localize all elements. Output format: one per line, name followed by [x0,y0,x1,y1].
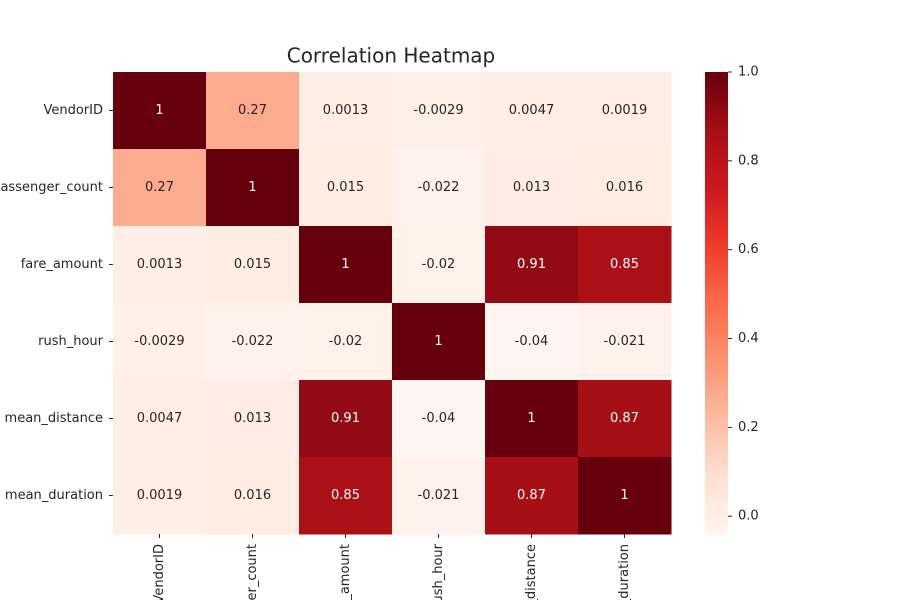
cell-label: 1 [248,180,256,195]
heatmap-cell [485,72,579,150]
cell-label: 0.87 [517,488,546,503]
heatmap-cell [206,149,300,227]
cell-label: -0.0029 [134,334,184,349]
cell-label: 1 [527,411,535,426]
cell-label: 1 [155,103,163,118]
y-tick-label: passenger_count [0,180,103,195]
y-tick-label: VendorID [43,103,103,118]
cell-label: -0.02 [329,334,363,349]
heatmap-cell [206,72,300,150]
cell-label: 0.016 [234,488,271,503]
colorbar-tick-label: 1.0 [738,65,759,80]
cell-label: 0.27 [145,180,174,195]
heatmap-cell [299,457,393,535]
cell-label: 0.87 [610,411,639,426]
heatmap-cell [578,72,672,150]
cell-label: 0.85 [610,257,639,272]
heatmap-cell [299,380,393,458]
cell-label: 0.0047 [137,411,183,426]
heatmap-cell [485,149,579,227]
heatmap-cell [206,380,300,458]
cell-label: -0.04 [515,334,549,349]
heatmap-cell [113,72,207,150]
cell-label: 0.013 [234,411,271,426]
cell-label: -0.021 [418,488,460,503]
heatmap-cell [485,457,579,535]
heatmap-cell [578,457,672,535]
cell-label: -0.021 [604,334,646,349]
heatmap-cell [113,457,207,535]
heatmap-cell [578,380,672,458]
x-tick-label: VendorID [152,544,167,600]
cell-label: 1 [434,334,442,349]
x-tick-label: mean_duration [617,544,632,600]
heatmap-cell [113,380,207,458]
cell-label: 0.0019 [602,103,648,118]
cell-label: 0.0019 [137,488,183,503]
heatmap-cell [299,149,393,227]
cell-label: -0.04 [422,411,456,426]
cell-label: -0.02 [422,257,456,272]
cell-label: 0.91 [517,257,546,272]
heatmap-cell [392,226,486,304]
heatmap-cell [299,72,393,150]
heatmap-cell [299,226,393,304]
colorbar-tick-label: 0.4 [738,331,759,346]
heatmap-cell [485,226,579,304]
cell-label: -0.022 [418,180,460,195]
colorbar-tick-label: 0.8 [738,153,759,168]
colorbar-tick-label: 0.6 [738,242,759,257]
heatmap-cell [392,149,486,227]
heatmap-cell [485,303,579,381]
heatmap-cell [392,303,486,381]
cell-label: 0.0047 [509,103,555,118]
heatmap-cell [578,226,672,304]
cell-label: 1 [341,257,349,272]
cell-label: -0.022 [232,334,274,349]
cell-label: 0.85 [331,488,360,503]
heatmap-cell [392,457,486,535]
cell-label: 0.0013 [137,257,183,272]
heatmap-cell [206,226,300,304]
colorbar [705,72,728,534]
heatmap-cell [392,72,486,150]
y-tick-label: mean_duration [5,488,103,503]
cell-label: 0.015 [327,180,364,195]
chart-title: Correlation Heatmap [287,44,496,68]
heatmap-cell [206,457,300,535]
cell-label: 0.015 [234,257,271,272]
heatmap-cell [113,149,207,227]
heatmap-cell [578,149,672,227]
x-tick-label: passenger_count [245,544,260,600]
y-tick-label: rush_hour [38,334,104,349]
cell-label: 0.013 [513,180,550,195]
y-tick-label: fare_amount [21,257,103,272]
cell-label: 1 [620,488,628,503]
heatmap-cell [578,303,672,381]
x-tick-label: fare_amount [338,544,353,600]
heatmap-cell [206,303,300,381]
heatmap-cell [485,380,579,458]
x-tick-label: rush_hour [431,543,446,600]
colorbar-tick-label: 0.0 [738,509,759,524]
y-tick-label: mean_distance [5,411,103,426]
cell-label: 0.0013 [323,103,369,118]
heatmap-cell [113,303,207,381]
cell-label: -0.0029 [413,103,463,118]
heatmap-cell [392,380,486,458]
heatmap-cell [299,303,393,381]
heatmap-cell [113,226,207,304]
cell-label: 0.27 [238,103,267,118]
cell-label: 0.016 [606,180,643,195]
x-tick-label: mean_distance [524,544,539,600]
colorbar-tick-label: 0.2 [738,420,759,435]
cell-label: 0.91 [331,411,360,426]
